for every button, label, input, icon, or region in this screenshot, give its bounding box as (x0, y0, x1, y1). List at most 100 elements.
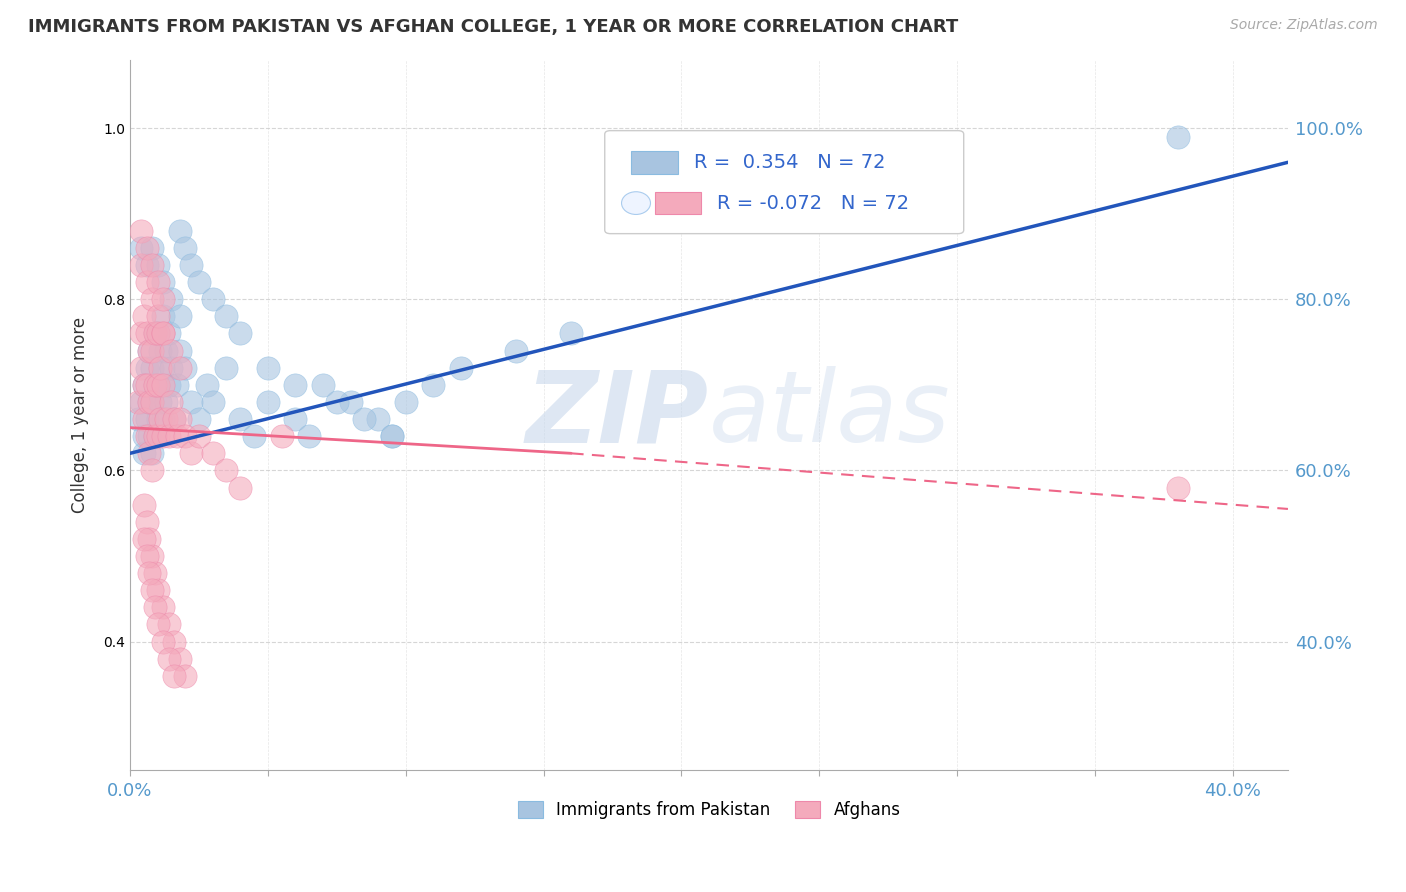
Point (132, 498, 155, 512)
Point (127, 412, 149, 426)
FancyBboxPatch shape (605, 130, 963, 234)
Point (163, 412, 186, 426)
Point (256, 395, 278, 409)
Point (132, 377, 155, 392)
Point (166, 377, 188, 392)
Point (215, 463, 238, 477)
Point (129, 241, 152, 255)
Text: Source: ZipAtlas.com: Source: ZipAtlas.com (1230, 18, 1378, 32)
Point (141, 292, 163, 306)
Point (143, 429, 166, 443)
Point (146, 617, 169, 632)
Point (138, 395, 160, 409)
Point (157, 326, 180, 341)
Point (141, 583, 163, 598)
Point (152, 326, 174, 341)
Point (1167, 129, 1189, 144)
Point (149, 360, 172, 375)
Point (146, 412, 169, 426)
Point (141, 360, 163, 375)
Point (163, 412, 186, 426)
Point (138, 566, 160, 581)
Point (129, 326, 152, 341)
Point (155, 343, 177, 358)
Point (450, 360, 472, 375)
Point (256, 360, 278, 375)
Point (143, 600, 166, 615)
Point (135, 515, 157, 529)
Point (135, 429, 157, 443)
FancyBboxPatch shape (655, 192, 700, 214)
Text: atlas: atlas (709, 367, 950, 463)
Point (152, 275, 174, 289)
Point (129, 258, 152, 272)
Point (174, 241, 197, 255)
Point (146, 310, 169, 324)
Point (143, 566, 166, 581)
Point (157, 377, 180, 392)
Point (143, 326, 166, 341)
Point (160, 360, 183, 375)
Point (141, 395, 163, 409)
Point (157, 617, 180, 632)
Point (143, 377, 166, 392)
Point (129, 224, 152, 238)
Point (1167, 481, 1189, 495)
Point (129, 395, 152, 409)
Point (127, 395, 149, 409)
Point (141, 463, 163, 477)
Point (163, 634, 186, 648)
Point (132, 532, 155, 546)
Point (152, 377, 174, 392)
Point (141, 343, 163, 358)
Point (141, 241, 163, 255)
Point (229, 481, 252, 495)
Point (141, 395, 163, 409)
Point (152, 600, 174, 615)
Point (284, 377, 307, 392)
Point (155, 395, 177, 409)
Point (187, 429, 209, 443)
Point (422, 377, 444, 392)
Point (174, 669, 197, 683)
Point (215, 360, 238, 375)
Point (135, 275, 157, 289)
Point (146, 377, 169, 392)
Point (243, 429, 266, 443)
Point (174, 360, 197, 375)
Ellipse shape (621, 192, 651, 214)
Point (284, 412, 307, 426)
Point (152, 326, 174, 341)
Point (298, 429, 321, 443)
Point (201, 395, 224, 409)
FancyBboxPatch shape (631, 152, 678, 174)
Point (195, 377, 218, 392)
Point (381, 429, 404, 443)
Point (135, 360, 157, 375)
Point (129, 360, 152, 375)
Point (138, 532, 160, 546)
Point (367, 412, 389, 426)
Point (152, 634, 174, 648)
Point (160, 292, 183, 306)
Point (201, 292, 224, 306)
Point (270, 429, 292, 443)
Point (132, 412, 155, 426)
Point (229, 412, 252, 426)
Point (143, 429, 166, 443)
Point (135, 377, 157, 392)
Point (138, 343, 160, 358)
Point (141, 446, 163, 460)
Point (135, 258, 157, 272)
Point (141, 258, 163, 272)
Point (146, 377, 169, 392)
Point (135, 549, 157, 563)
Point (152, 429, 174, 443)
Point (166, 429, 188, 443)
Point (132, 446, 155, 460)
Point (152, 292, 174, 306)
Point (215, 310, 238, 324)
Text: R =  0.354   N = 72: R = 0.354 N = 72 (695, 153, 886, 172)
Text: R = -0.072   N = 72: R = -0.072 N = 72 (717, 194, 910, 212)
Point (149, 395, 172, 409)
